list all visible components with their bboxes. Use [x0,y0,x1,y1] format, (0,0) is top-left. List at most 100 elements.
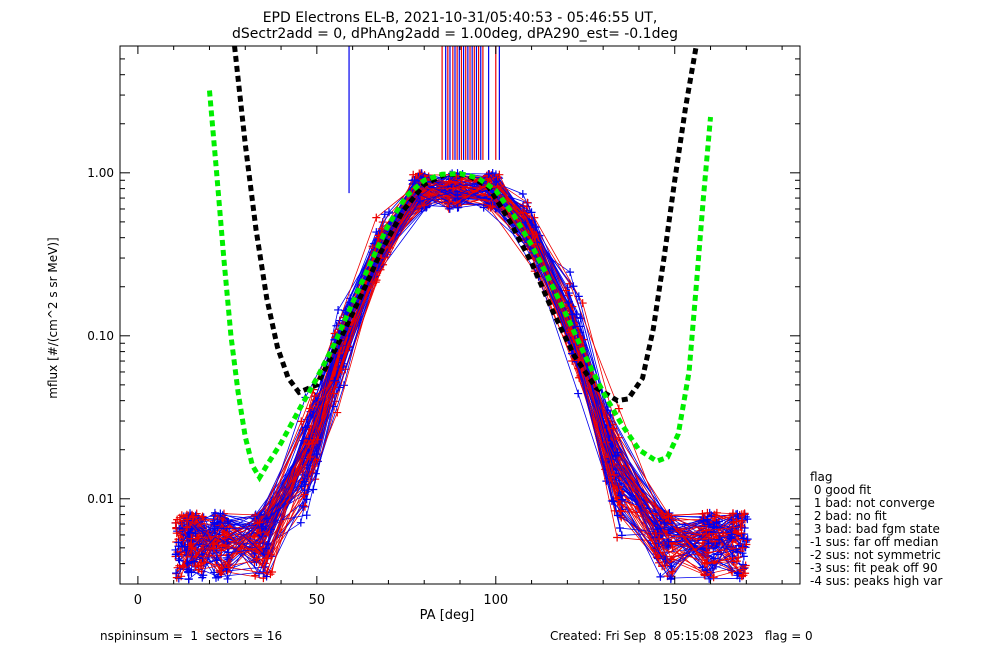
fit-curve [206,90,714,483]
data-point [578,299,587,308]
data-point [189,512,198,521]
data-point [660,518,669,527]
data-point [445,177,454,186]
y-tick-label: 1.00 [87,166,114,180]
data-point [614,404,623,413]
data-point [607,496,616,505]
data-point [296,518,305,527]
data-point [258,532,267,541]
data-point [445,204,454,213]
data-point [518,208,527,217]
data-traces [171,168,752,584]
data-point [664,512,673,521]
data-point [214,572,223,581]
data-point [562,286,571,295]
data-point [739,564,748,573]
data-point [566,268,575,277]
data-point [209,544,218,553]
legend-entry: -3 sus: fit peak off 90 [810,561,938,575]
data-point [655,534,664,543]
data-point [210,508,219,517]
data-point [187,568,196,577]
data-point [223,574,232,583]
data-point [212,549,221,558]
data-trace [175,180,748,549]
data-point [451,183,460,192]
data-point [199,571,208,580]
data-point [171,518,180,527]
data-point [220,531,229,540]
data-point [410,175,419,184]
footer-right: Created: Fri Sep 8 05:15:08 2023 flag = … [550,629,813,643]
axes: 0 50 100 150 0.01 0.10 1.00 [87,45,800,608]
data-point [523,198,532,207]
data-point [255,569,264,578]
data-point [219,513,228,522]
legend-entry: 1 bad: not converge [810,496,935,510]
data-point [698,534,707,543]
chart-title: EPD Electrons EL-B, 2021-10-31/05:40:53 … [263,10,658,26]
data-trace [186,176,733,545]
data-point [194,536,203,545]
data-point [415,169,424,178]
data-point [210,524,219,533]
data-point [416,197,425,206]
fit-curves [206,46,714,483]
data-point [739,552,748,561]
data-point [300,477,309,486]
x-tick-label: 50 [309,593,326,608]
data-point [732,557,741,566]
data-point [308,439,317,448]
data-trace [175,172,745,556]
data-point [372,213,381,222]
data-point [255,518,264,527]
data-point [715,535,724,544]
data-point [699,516,708,525]
data-point [664,537,673,546]
data-point [700,535,709,544]
footer-left: nspininsum = 1 sectors = 16 [100,629,282,643]
legend-entry: 0 good fit [810,483,872,497]
legend-entry: -2 sus: not symmetric [810,548,941,562]
legend-entry: 2 bad: no fit [810,509,887,523]
data-point [653,525,662,534]
data-trace [184,182,732,554]
data-point [305,404,314,413]
y-tick-label: 0.01 [87,492,114,506]
data-point [666,574,675,583]
data-point [702,526,711,535]
data-trace [178,176,733,579]
data-point [198,554,207,563]
data-point [184,574,193,583]
data-point [703,548,712,557]
data-point [698,509,707,518]
data-point [334,305,343,314]
data-point [493,173,502,182]
data-point [217,546,226,555]
data-point [743,535,752,544]
legend: flag 0 good fit 1 bad: not converge 2 ba… [810,470,943,588]
data-trace [178,179,745,557]
data-trace [175,180,744,574]
data-point [301,423,310,432]
data-point [384,208,393,217]
spike-lines [348,46,500,194]
data-point [568,310,577,319]
y-axis-label: mflux [#/(cm^2 s sr MeV)] [46,237,60,398]
legend-entry: -4 sus: peaks high var [810,574,943,588]
data-point [613,533,622,542]
data-point [262,514,271,523]
data-trace [184,179,734,548]
data-point [223,553,232,562]
data-trace [175,176,742,551]
data-point [739,565,748,574]
data-point [263,554,272,563]
data-point [518,189,527,198]
data-point [179,563,188,572]
data-trace [176,181,734,565]
data-point [257,524,266,533]
data-point [734,553,743,562]
data-point [616,507,625,516]
data-point [190,557,199,566]
data-point [187,534,196,543]
